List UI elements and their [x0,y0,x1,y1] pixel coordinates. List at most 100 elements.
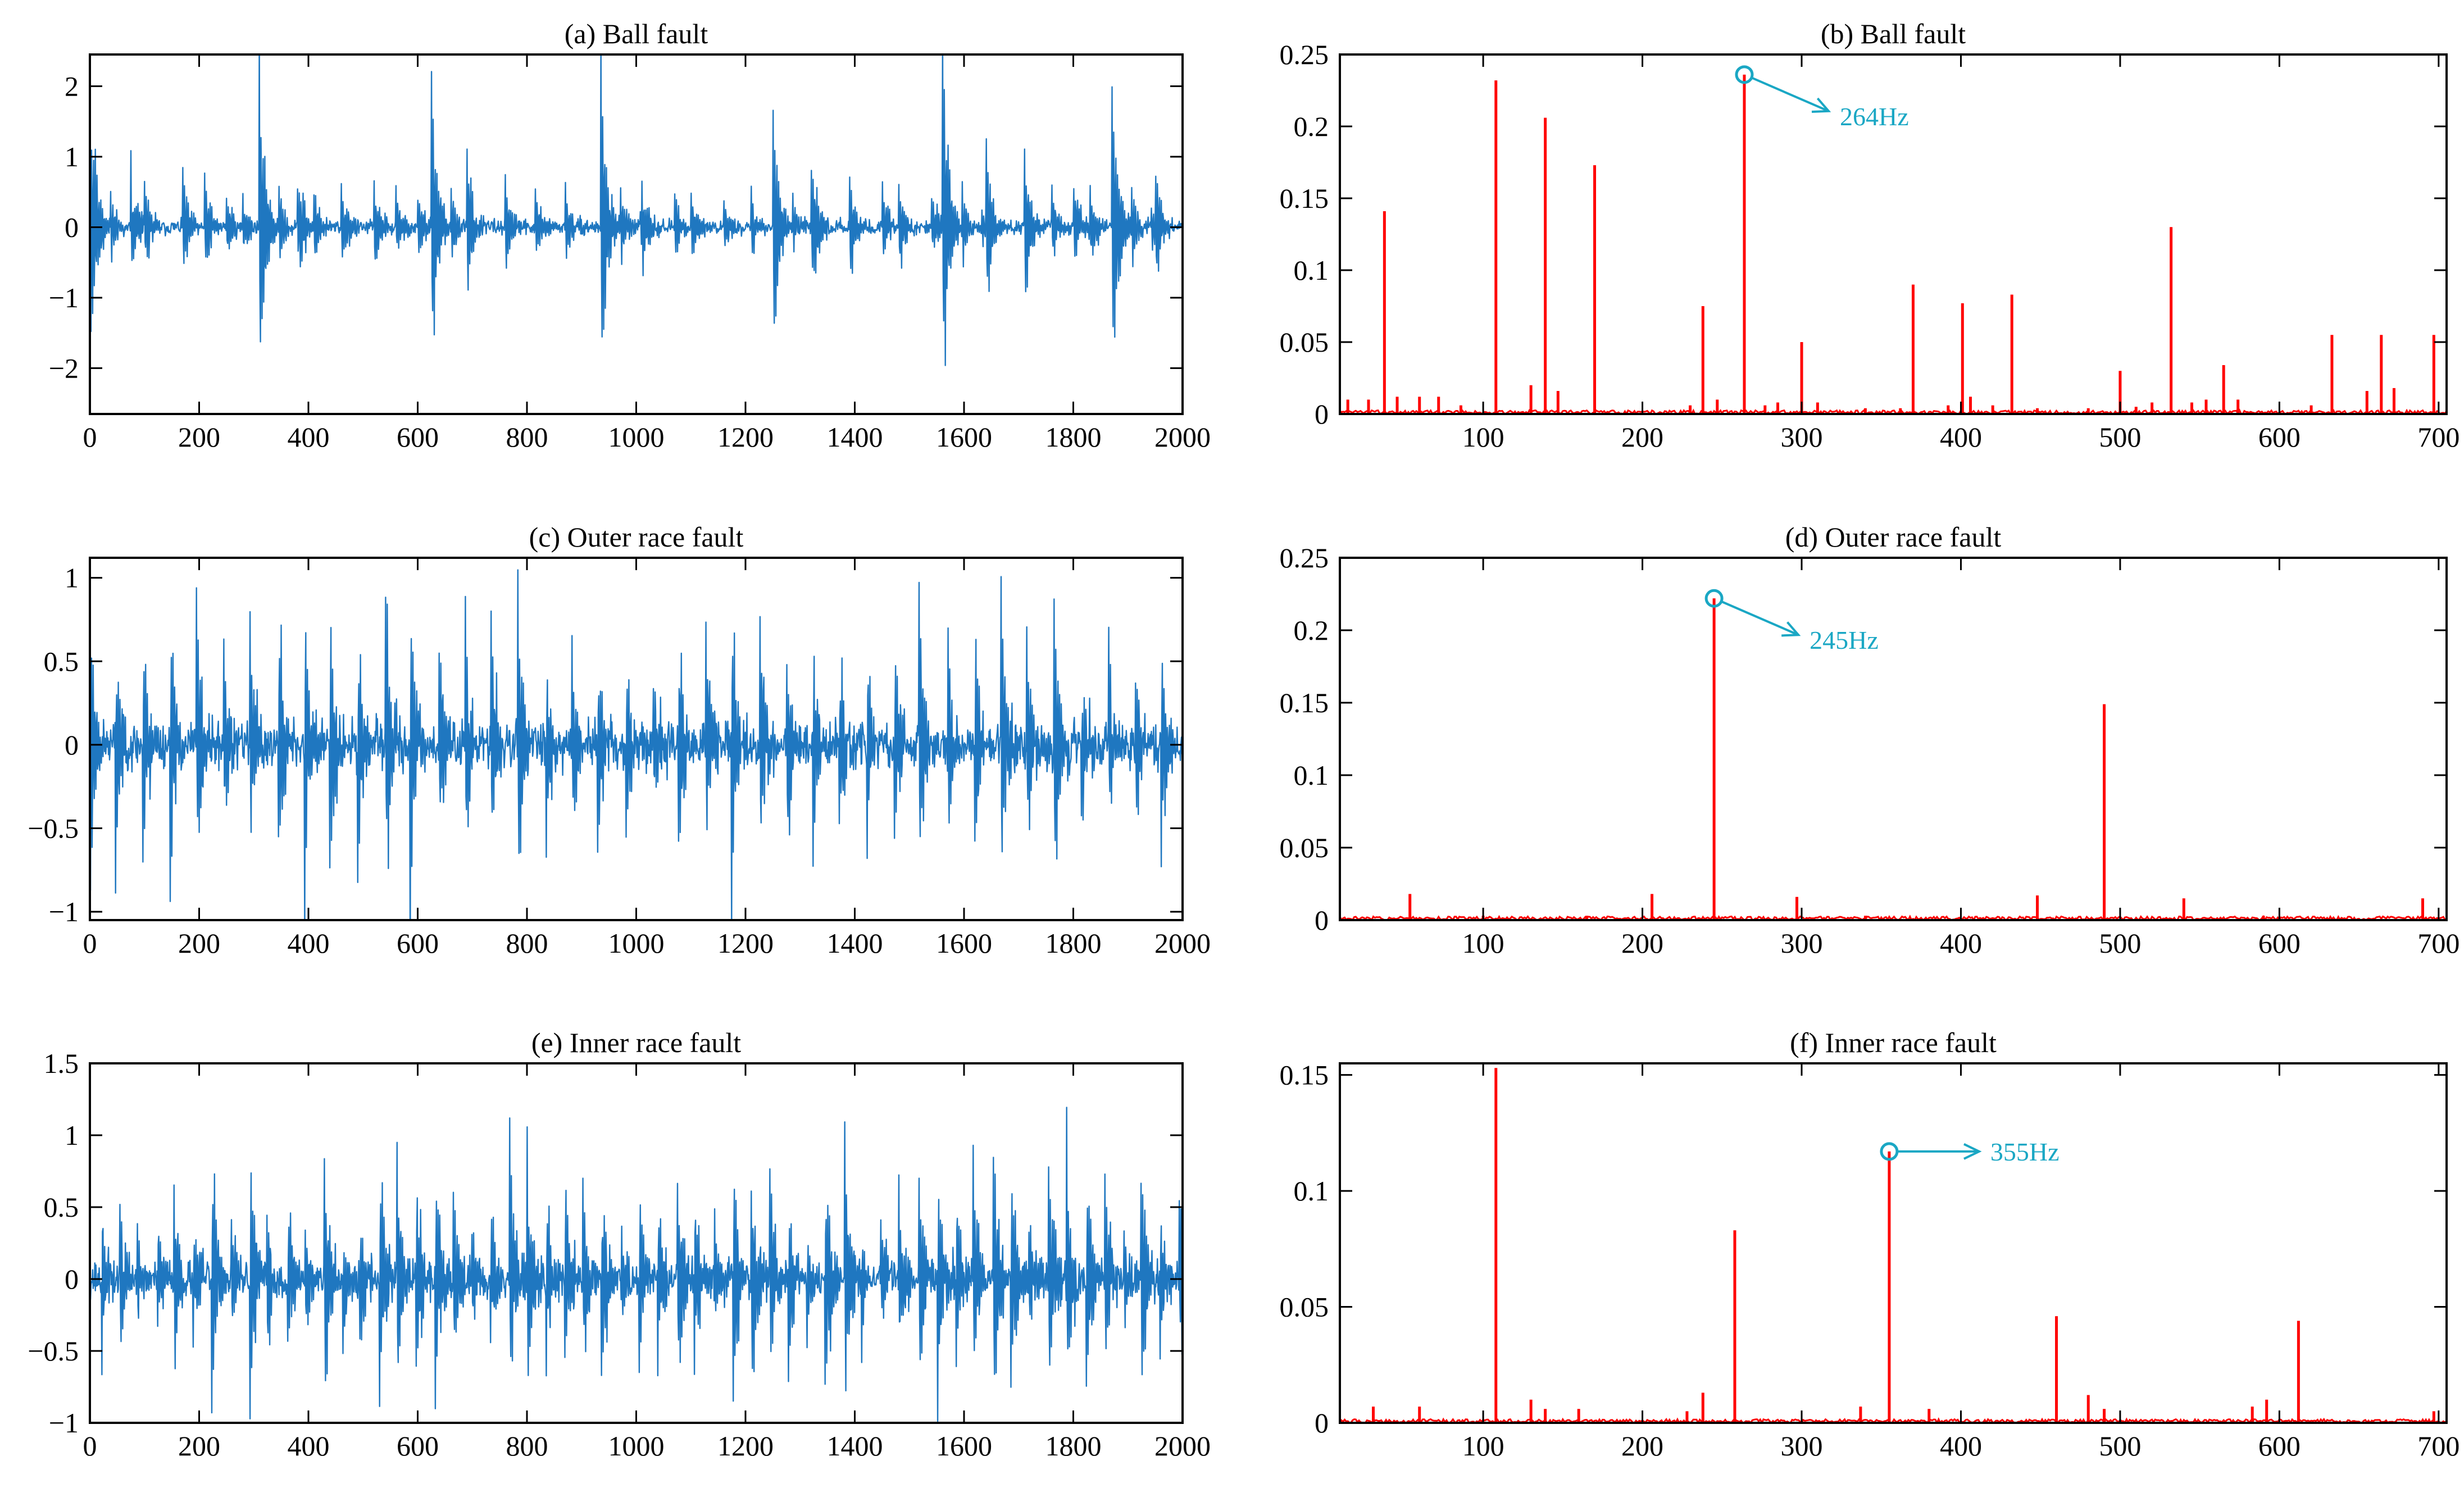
time-signal-line [90,569,1183,920]
y-tick-label: 0 [65,1263,79,1295]
subplot-title: (a) Ball fault [565,18,708,49]
x-tick-label: 1200 [717,927,774,959]
y-tick-label: −2 [49,352,79,384]
subplot-d: 100 200 300 400 500 600 700 0 0.05 0.1 0.15 0.2 0.25… [1280,521,2460,959]
y-tick-label: 0.15 [1280,1059,1329,1091]
y-tick-label: 0 [1315,904,1329,936]
x-tick-label: 200 [1621,1430,1663,1462]
x-tick-label: 400 [1940,421,1982,453]
annotation-arrow [1752,77,1829,112]
x-tick-label: 800 [506,1430,548,1462]
y-tick-label: 0.1 [1294,759,1329,791]
x-tick-label: 1200 [717,1430,774,1462]
axes-box [89,53,1184,415]
y-tick-label: 1 [65,141,79,172]
y-tick-label: 1 [65,1120,79,1151]
axes-box [1339,53,2448,415]
x-tick-label: 2000 [1154,1430,1211,1462]
x-tick-label: 1800 [1045,421,1102,453]
subplot-a: 0 200 400 600 800 1000 1200 1400 1600 1800 2000 −2 −… [49,18,1211,453]
peak-annotation: 264Hz [1735,65,1909,131]
axes-box [1339,557,2448,921]
plot-area-d [1340,598,2447,920]
x-tick-label: 300 [1781,927,1823,959]
plot-area-c [90,569,1183,920]
y-tick-label: 1 [65,562,79,594]
x-tick-label: 100 [1462,1430,1504,1462]
y-tick-label: 0.05 [1280,1291,1329,1323]
annotation-label: 264Hz [1840,102,1909,131]
x-tick-label: 200 [178,927,220,959]
subplot-c: 0 200 400 600 800 1000 1200 1400 1600 1800 2000 −1 −… [28,521,1211,959]
x-tick-label: 600 [397,421,439,453]
x-tick-label: 700 [2417,421,2460,453]
subplot-title: (f) Inner race fault [1790,1027,1997,1058]
annotation-arrow [1721,600,1799,636]
x-tick-label: 2000 [1154,421,1211,453]
y-tick-label: 2 [65,70,79,102]
y-tick-label: 0.05 [1280,832,1329,863]
x-tick-label: 0 [83,1430,97,1462]
annotation-arrowhead [1781,621,1801,637]
x-tick-label: 800 [506,421,548,453]
subplot-title: (e) Inner race fault [531,1027,741,1058]
subplot-title: (c) Outer race fault [529,521,744,553]
x-tick-label: 100 [1462,927,1504,959]
subplot-b: 100 200 300 400 500 600 700 0 0.05 0.1 0.15 0.2 0.25… [1280,18,2460,453]
axes-box [1339,1062,2448,1424]
y-tick-label: 0.25 [1280,542,1329,574]
x-tick-label: 0 [83,421,97,453]
x-tick-label: 2000 [1154,927,1211,959]
y-tick-label: 0 [1315,1407,1329,1439]
y-tick-label: 1.5 [44,1048,79,1079]
x-tick-label: 200 [178,421,220,453]
x-tick-label: 400 [288,421,330,453]
x-tick-label: 400 [1940,927,1982,959]
y-tick-label: −1 [49,896,79,927]
x-tick-label: 1600 [936,421,992,453]
annotation-marker [1704,589,1724,608]
annotation-label: 355Hz [1990,1137,2060,1166]
annotation-label: 245Hz [1810,626,1879,654]
x-tick-label: 600 [2258,927,2301,959]
y-tick-label: 0.15 [1280,687,1329,718]
x-tick-label: 1800 [1045,927,1102,959]
x-tick-label: 200 [178,1430,220,1462]
x-tick-label: 1400 [827,1430,883,1462]
x-tick-label: 0 [83,927,97,959]
y-tick-label: 0 [65,211,79,243]
x-tick-label: 1400 [827,927,883,959]
time-signal-line [90,54,1183,366]
y-tick-label: 0.5 [44,1191,79,1223]
x-tick-label: 1600 [936,927,992,959]
x-tick-label: 1400 [827,421,883,453]
y-tick-label: 0 [65,729,79,761]
plot-area-e [90,1107,1183,1422]
y-tick-label: 0.5 [44,645,79,677]
subplot-f: 100 200 300 400 500 600 700 0 0.05 0.1 0.15 (f) Inn… [1280,1027,2460,1462]
peak-annotation: 355Hz [1880,1137,2060,1166]
y-tick-label: −0.5 [28,813,79,844]
y-tick-label: 0.05 [1280,326,1329,358]
y-tick-label: 0.2 [1294,615,1329,646]
x-tick-label: 400 [1940,1430,1982,1462]
x-tick-label: 500 [2099,1430,2141,1462]
x-tick-label: 600 [397,927,439,959]
subplot-title: (d) Outer race fault [1785,521,2002,553]
x-tick-label: 1000 [608,421,665,453]
y-tick-label: 0.1 [1294,1175,1329,1207]
annotation-arrowhead [1811,97,1831,113]
time-signal-line [90,1107,1183,1422]
y-tick-label: 0.15 [1280,183,1329,214]
x-tick-label: 200 [1621,927,1663,959]
y-tick-label: −0.5 [28,1335,79,1367]
subplot-e: 0 200 400 600 800 1000 1200 1400 1600 1800 2000 −1 −… [28,1027,1211,1462]
plot-area-a [90,54,1183,366]
x-tick-label: 500 [2099,927,2141,959]
x-tick-label: 1600 [936,1430,992,1462]
x-tick-label: 700 [2417,927,2460,959]
x-tick-label: 200 [1621,421,1663,453]
peak-annotation: 245Hz [1704,589,1879,654]
y-tick-label: 0 [1315,398,1329,430]
